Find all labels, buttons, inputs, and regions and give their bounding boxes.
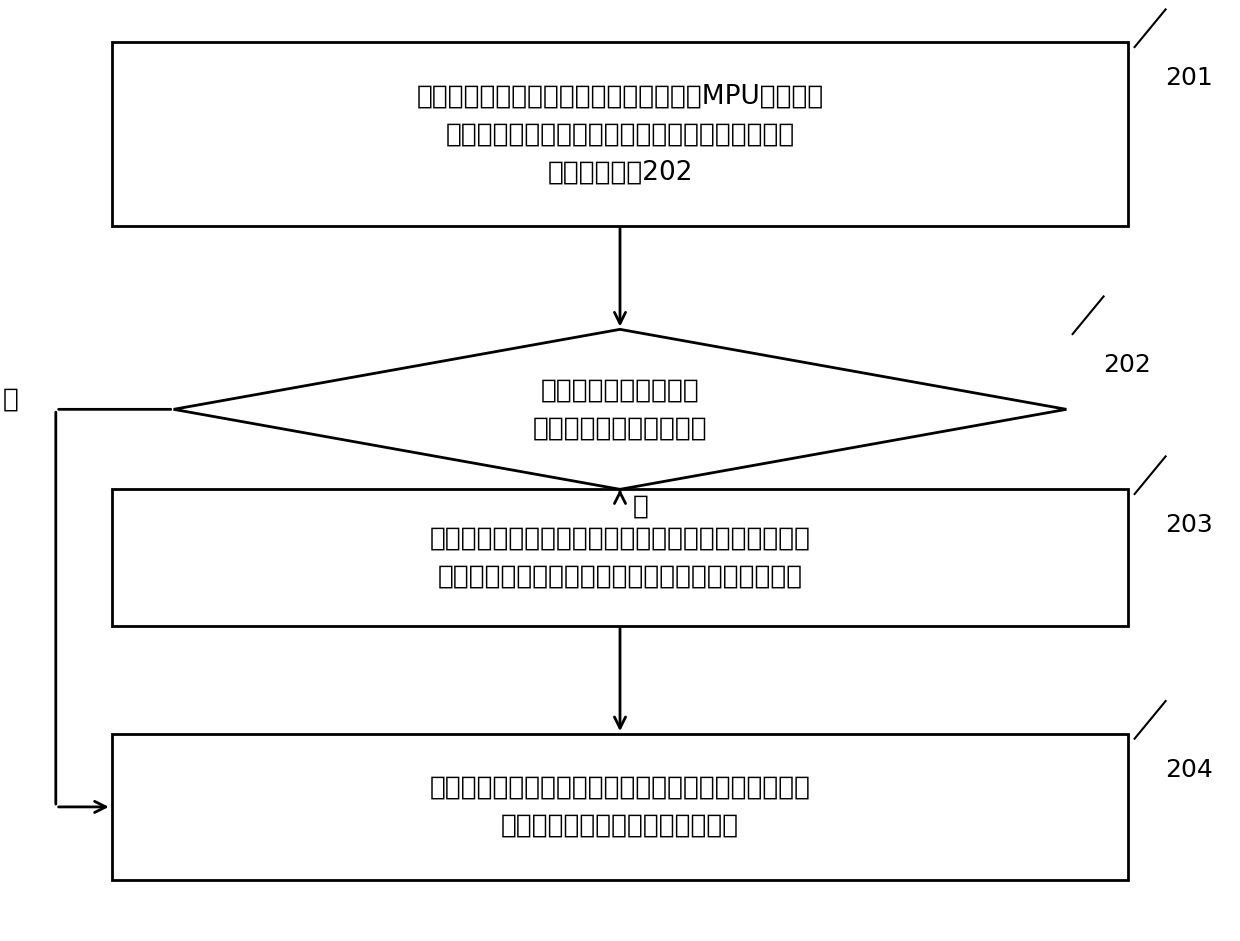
Text: 在指定单板启动过程中，若检测到本主用MPU向所述指
定单板发送用于触使所述指定单板启动的信息失败
，则执行步骤202: 在指定单板启动过程中，若检测到本主用MPU向所述指 定单板发送用于触使所述指定单… (417, 83, 823, 185)
Text: 创建所述指定单板相关联的重传定时器，在检测到所述
重传定时器超时时重新向所述指定单板发送所述信息: 创建所述指定单板相关联的重传定时器，在检测到所述 重传定时器超时时重新向所述指定… (429, 525, 811, 590)
Text: 201: 201 (1166, 66, 1214, 90)
Bar (112, 489, 1128, 626)
Bar (112, 42, 1128, 226)
Text: 否: 否 (632, 494, 649, 520)
Text: 204: 204 (1166, 758, 1214, 782)
Polygon shape (174, 329, 1066, 489)
Text: 202: 202 (1104, 353, 1152, 377)
Text: 203: 203 (1166, 513, 1214, 537)
Text: 检查本地是否存在指定
单板相关联的重传定时器: 检查本地是否存在指定 单板相关联的重传定时器 (533, 377, 707, 441)
Text: 是: 是 (2, 387, 19, 413)
Bar (112, 734, 1128, 880)
Text: 重置所述重传定时器，在检测到所述重传定时器超时时
重新向所述指定单板发送所述信息: 重置所述重传定时器，在检测到所述重传定时器超时时 重新向所述指定单板发送所述信息 (429, 774, 811, 839)
